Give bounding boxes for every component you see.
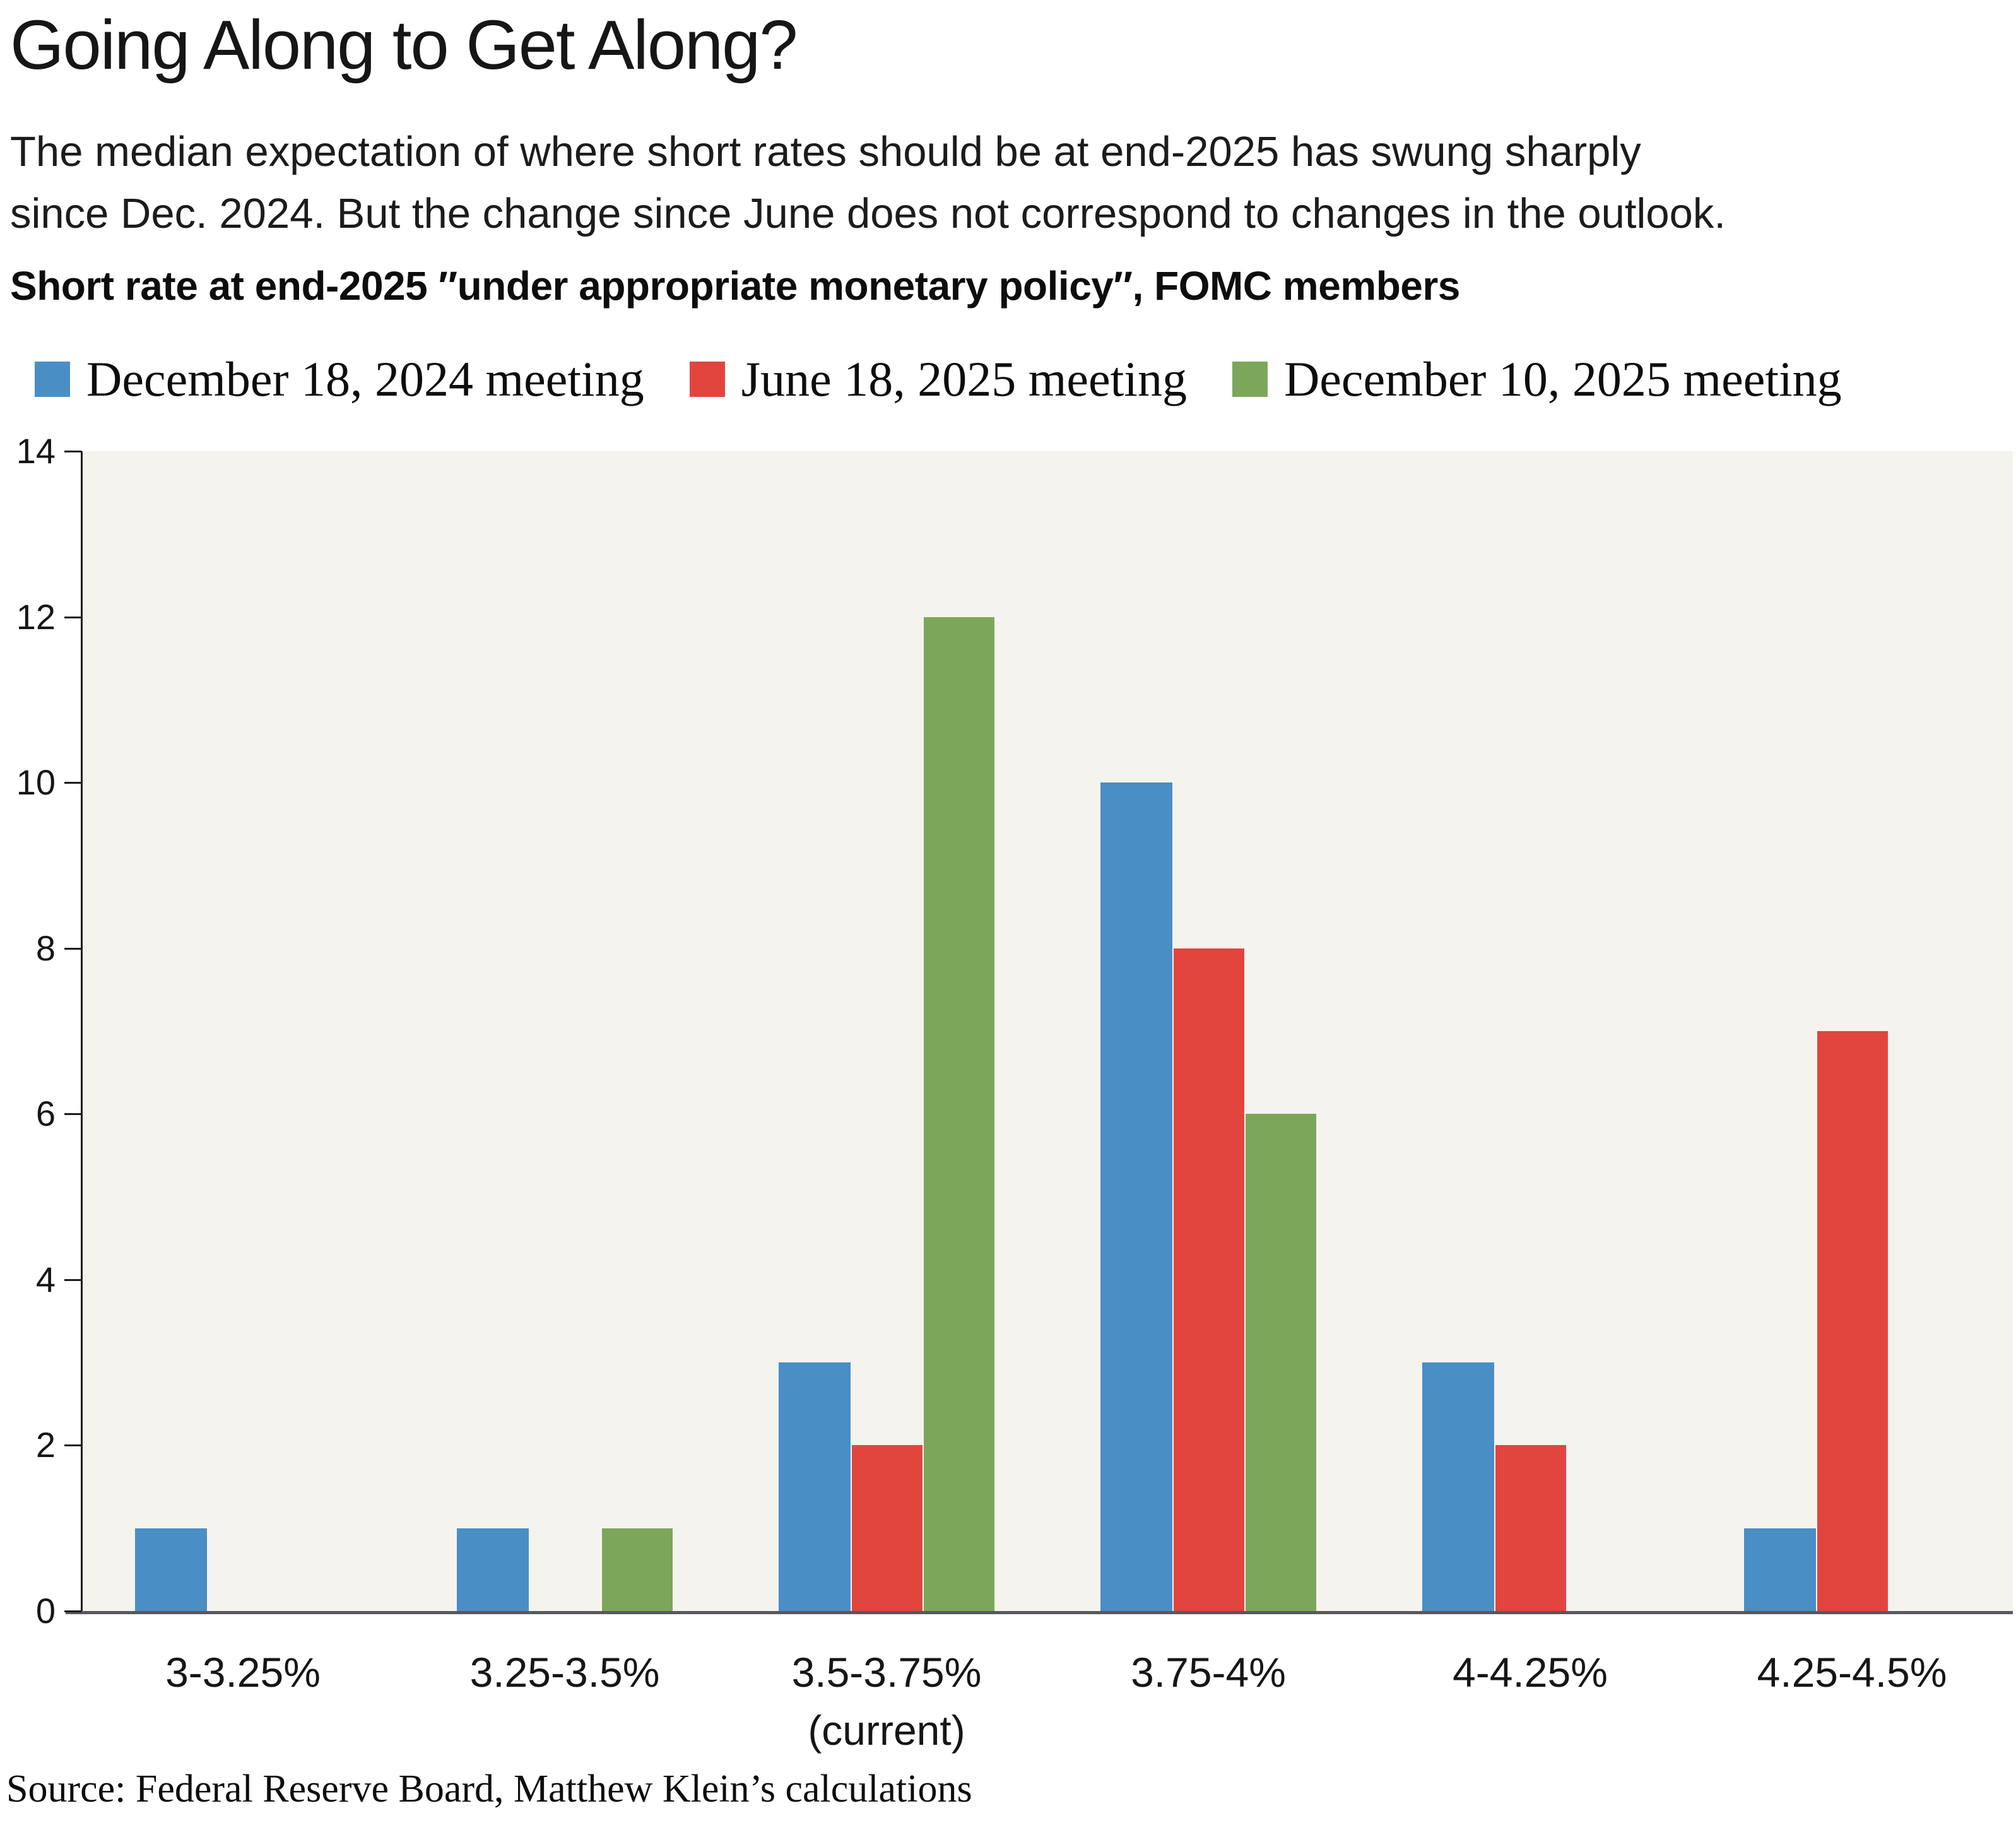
y-axis-tick [64,1113,81,1116]
y-axis-tick-label: 8 [35,928,56,968]
bar [135,1528,207,1611]
y-axis-tick [64,616,81,618]
x-axis-tick-label: 3.5-3.75% (current) [726,1643,1047,1759]
y-axis-tick-label: 4 [35,1259,56,1299]
legend-swatch-icon [1232,362,1268,397]
bar-group-3.25-3.5% [404,451,726,1611]
subtitle-line-1: The median expectation of where short ra… [10,128,1641,175]
x-label-text: 3.5-3.75% [791,1649,982,1696]
legend-label: June 18, 2025 meeting [741,351,1187,406]
y-axis-tick-label: 10 [16,762,56,803]
y-axis-tick [64,1444,81,1447]
y-axis-tick-label: 6 [35,1094,56,1134]
legend-item-2: December 10, 2025 meeting [1232,351,1842,408]
x-label-subtext: (current) [808,1707,965,1754]
legend-swatch-icon [689,362,725,397]
y-axis-tick [64,1278,81,1281]
bar [1816,1031,1888,1611]
bar [923,617,994,1611]
x-axis-tick-label: 3.25-3.5% [404,1643,726,1701]
x-label-text: 4.25-4.5% [1757,1649,1947,1696]
legend-label: December 10, 2025 meeting [1283,351,1842,406]
y-axis-tick-label: 14 [16,431,56,471]
chart-heading: Short rate at end-2025 ″under appropriat… [10,263,1460,309]
x-axis-tick-label: 4.25-4.5% [1691,1643,2013,1701]
x-axis-tick-label: 3-3.25% [82,1643,404,1701]
bar-group-3-3.25% [82,451,404,1611]
y-axis-tick-label: 12 [16,596,56,637]
y-axis-tick [64,947,81,950]
bar [851,1445,923,1611]
bar [601,1528,673,1611]
bar [1244,1114,1316,1611]
bar [1172,948,1244,1611]
source-note: Source: Federal Reserve Board, Matthew K… [6,1768,972,1810]
y-axis-tick [64,451,81,452]
bar-group-4.25-4.5% [1691,451,2013,1611]
legend-item-1: June 18, 2025 meeting [689,351,1187,408]
y-axis-tick [64,782,81,784]
page-title: Going Along to Get Along? [10,6,798,84]
x-label-text: 4-4.25% [1453,1649,1608,1696]
bar [1100,782,1172,1611]
plot-area [82,451,2013,1611]
x-label-text: 3.75-4% [1131,1649,1286,1696]
chart-subtitle: The median expectation of where short ra… [10,121,1726,245]
bar-group-4-4.25% [1369,451,1691,1611]
legend-label: December 18, 2024 meeting [86,351,644,406]
bar [1744,1528,1816,1611]
subtitle-line-2: since Dec. 2024. But the change since Ju… [10,190,1726,237]
x-label-text: 3-3.25% [165,1649,321,1696]
x-axis-tick-label: 4-4.25% [1369,1643,1691,1701]
x-axis-tick-label: 3.75-4% [1047,1643,1369,1701]
legend-swatch-icon [35,362,70,397]
bar-group-3.75-4% [1047,451,1369,1611]
y-axis-line [81,451,83,1614]
x-axis-line [66,1611,2013,1614]
bar [779,1362,851,1611]
bar [1494,1445,1566,1611]
bar-group-3.5-3.75% [726,451,1047,1611]
x-label-text: 3.25-3.5% [469,1649,660,1696]
chart-legend: December 18, 2024 meeting June 18, 2025 m… [35,351,1842,408]
y-axis-tick-label: 0 [35,1591,56,1631]
y-axis-tick [64,1610,81,1612]
bar [1422,1362,1494,1611]
y-axis-tick-label: 2 [35,1425,56,1465]
bar [457,1528,529,1611]
legend-item-0: December 18, 2024 meeting [35,351,644,408]
